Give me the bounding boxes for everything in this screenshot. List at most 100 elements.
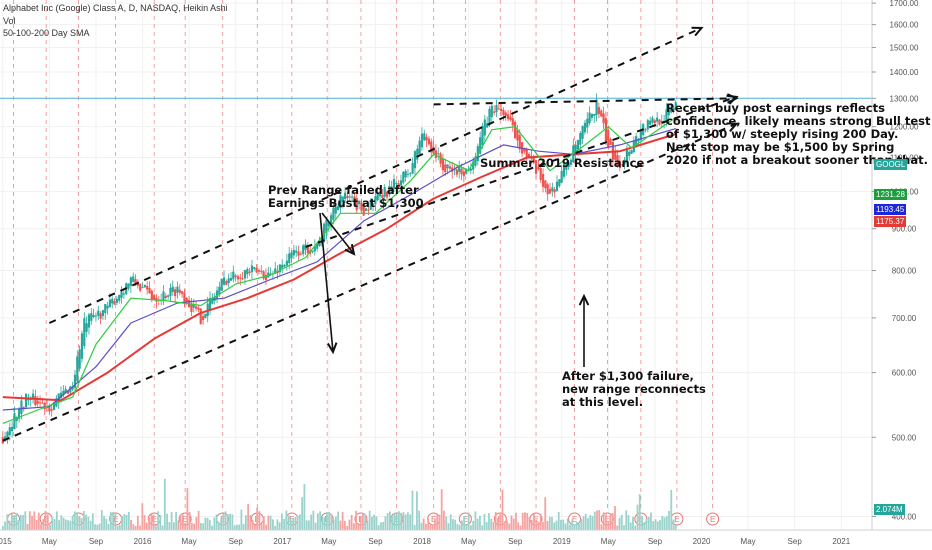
candle-body bbox=[24, 393, 28, 408]
candle-body bbox=[225, 281, 228, 285]
candle-body bbox=[453, 169, 456, 171]
volume-bar bbox=[229, 513, 232, 530]
volume-bar bbox=[575, 521, 578, 530]
candle-body bbox=[430, 141, 433, 153]
volume-bar bbox=[555, 520, 558, 530]
candle-body bbox=[57, 393, 60, 403]
candle-body bbox=[567, 162, 570, 168]
candle-body bbox=[132, 276, 135, 282]
candle-body bbox=[134, 279, 137, 285]
candle-body bbox=[418, 140, 421, 155]
candle-body bbox=[455, 169, 458, 175]
volume-bar bbox=[629, 522, 632, 530]
trendline-arrowhead bbox=[726, 93, 739, 104]
volume-bar bbox=[571, 519, 574, 530]
earnings-marker-label: E bbox=[533, 515, 538, 524]
candle-body bbox=[344, 192, 347, 200]
x-tick-label: May bbox=[182, 537, 197, 546]
volume-bar bbox=[35, 520, 38, 530]
volume-bar bbox=[672, 519, 675, 530]
volume-bar bbox=[278, 522, 281, 530]
volume-bar bbox=[10, 513, 13, 530]
volume-bar bbox=[641, 516, 643, 530]
candle-body bbox=[416, 148, 419, 160]
volume-bar bbox=[443, 510, 445, 530]
volume-bar bbox=[310, 514, 313, 530]
candle-body bbox=[227, 278, 230, 283]
candle-body bbox=[171, 286, 174, 292]
volume-bar bbox=[614, 505, 616, 530]
volume-bar bbox=[553, 522, 556, 530]
candle-body bbox=[518, 135, 521, 150]
earnings-marker-label: E bbox=[605, 515, 610, 524]
volume-bar bbox=[168, 522, 171, 530]
volume-bar bbox=[42, 519, 45, 530]
candle-body bbox=[364, 208, 368, 211]
candle-body bbox=[502, 109, 505, 116]
volume-bar bbox=[416, 491, 418, 530]
candle-body bbox=[83, 318, 86, 346]
volume-bar bbox=[233, 525, 236, 530]
candle-body bbox=[64, 388, 67, 394]
earnings-marker-label: E bbox=[289, 515, 294, 524]
y-tick-label: 1500.00 bbox=[890, 44, 919, 53]
candle-body bbox=[281, 264, 284, 269]
candle-body bbox=[269, 273, 272, 275]
y-tick-label: 500.00 bbox=[892, 433, 917, 442]
candle-body bbox=[493, 111, 496, 113]
candle-body bbox=[362, 206, 365, 216]
candle-body bbox=[486, 123, 489, 128]
volume-bar bbox=[620, 514, 623, 530]
volume-bar bbox=[193, 523, 196, 530]
candle-body bbox=[17, 408, 21, 419]
candle-body bbox=[355, 198, 358, 211]
volume-bar bbox=[591, 516, 594, 530]
x-tick-label: May bbox=[42, 537, 57, 546]
candle-body bbox=[357, 200, 361, 205]
volume-bar bbox=[213, 517, 216, 530]
volume-bar bbox=[488, 512, 490, 530]
candle-body bbox=[13, 413, 16, 429]
volume-bar bbox=[78, 515, 81, 530]
candle-body bbox=[129, 277, 132, 287]
candle-body bbox=[658, 119, 661, 125]
volume-bar bbox=[670, 489, 673, 530]
prev-range-arrow-1 bbox=[319, 212, 334, 353]
candle-body bbox=[48, 406, 51, 412]
candle-body bbox=[472, 161, 475, 170]
volume-bar bbox=[623, 525, 625, 530]
volume-bar bbox=[134, 525, 137, 530]
candle-body bbox=[504, 112, 507, 117]
volume-bar bbox=[195, 517, 198, 530]
candle-body bbox=[383, 187, 386, 197]
candle-body bbox=[588, 112, 591, 124]
candle-body bbox=[174, 289, 177, 297]
volume-bar bbox=[366, 520, 369, 530]
candle-body bbox=[653, 120, 656, 124]
volume-bar bbox=[616, 525, 619, 530]
candle-body bbox=[22, 407, 25, 409]
volume-bar bbox=[46, 514, 49, 530]
volume-bar bbox=[251, 519, 254, 530]
volume-bar bbox=[109, 511, 112, 530]
volume-bar bbox=[542, 521, 544, 530]
y-tick-label: 600.00 bbox=[892, 369, 917, 378]
volume-bar bbox=[425, 523, 427, 530]
y-tick-label: 900.00 bbox=[892, 225, 917, 234]
candle-body bbox=[369, 199, 372, 210]
volume-bar bbox=[262, 516, 265, 530]
candle-body bbox=[87, 314, 91, 328]
volume-bar bbox=[73, 511, 76, 530]
candle-body bbox=[199, 308, 202, 324]
volume-bar bbox=[465, 525, 468, 530]
volume-bar bbox=[481, 525, 484, 530]
volume-bar bbox=[44, 511, 47, 530]
candle-body bbox=[241, 278, 244, 280]
candle-body bbox=[164, 295, 167, 298]
volume-bar bbox=[204, 517, 207, 530]
volume-bar bbox=[368, 510, 371, 530]
candle-body bbox=[446, 164, 449, 169]
x-tick-label: 2015 bbox=[0, 537, 12, 546]
